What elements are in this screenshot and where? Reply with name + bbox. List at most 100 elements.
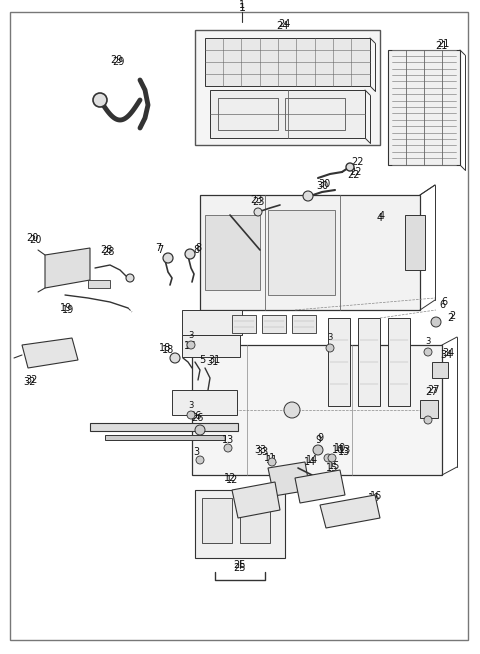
Text: 34: 34 [440,350,452,360]
Text: 5: 5 [197,350,203,360]
Circle shape [268,458,276,466]
Text: 25: 25 [234,563,246,573]
Bar [210,90,365,138]
Text: 19: 19 [62,305,74,315]
Circle shape [324,454,332,462]
Text: 12: 12 [224,473,236,483]
Text: 5: 5 [199,355,205,365]
Text: 4: 4 [379,211,385,221]
Bar [358,318,380,406]
Text: 30: 30 [316,181,328,191]
Polygon shape [320,495,380,528]
Text: 12: 12 [226,475,238,485]
Text: 13: 13 [338,447,350,457]
Bar [195,30,380,145]
Text: 17: 17 [182,343,194,353]
Text: 7: 7 [157,245,163,255]
Circle shape [431,317,441,327]
Text: 33: 33 [254,445,266,455]
Text: 19: 19 [60,303,72,313]
Text: 24: 24 [276,21,288,31]
Text: 18: 18 [159,343,171,353]
Text: 3: 3 [188,330,194,339]
Text: 33: 33 [256,447,268,457]
Text: 1: 1 [239,3,245,13]
Circle shape [187,341,195,349]
Text: 28: 28 [102,247,114,257]
Text: 9: 9 [317,433,323,443]
Polygon shape [268,210,335,295]
Circle shape [284,402,300,418]
Text: 31: 31 [208,355,220,365]
Text: 3: 3 [193,447,199,457]
Text: 22: 22 [352,157,364,167]
Circle shape [224,444,232,452]
Bar [262,315,286,333]
Bar [240,498,270,543]
Text: 21: 21 [437,39,449,49]
Text: 8: 8 [193,245,199,255]
Text: 15: 15 [326,463,338,473]
Polygon shape [45,248,90,288]
Circle shape [185,249,195,259]
Text: 11: 11 [264,453,276,463]
Bar [285,98,345,130]
Bar [200,195,420,310]
Bar [432,362,448,378]
Text: 3: 3 [188,400,194,409]
Text: 9: 9 [315,435,321,445]
Bar [172,390,237,415]
Text: 4: 4 [377,213,383,223]
Text: 16: 16 [370,491,382,501]
Text: 26: 26 [191,413,203,423]
Bar [202,498,232,543]
Bar [192,345,442,475]
Text: 32: 32 [24,377,36,387]
Text: 23: 23 [250,195,262,205]
Text: 3: 3 [425,405,431,415]
Circle shape [346,163,354,171]
Bar [388,50,460,165]
Polygon shape [268,462,310,496]
Circle shape [424,416,432,424]
Text: 15: 15 [328,461,340,471]
Bar [420,400,438,418]
Text: 22: 22 [350,167,362,177]
Bar [88,280,110,288]
Text: 14: 14 [304,457,316,467]
Text: 30: 30 [318,179,330,189]
Circle shape [195,425,205,435]
Circle shape [196,456,204,464]
Text: 18: 18 [162,345,174,355]
Text: 10: 10 [332,445,344,455]
Circle shape [163,253,173,263]
Circle shape [303,191,313,201]
Text: 23: 23 [252,197,264,207]
Text: 14: 14 [306,455,318,465]
Text: 29: 29 [112,57,124,67]
Text: 6: 6 [441,297,447,307]
Polygon shape [22,338,78,368]
Text: 3: 3 [425,337,431,347]
Text: 8: 8 [195,243,201,253]
Text: 27: 27 [428,385,440,395]
Text: 20: 20 [29,235,41,245]
Circle shape [313,445,323,455]
Bar [90,423,238,431]
Text: 32: 32 [26,375,38,385]
Text: 2: 2 [447,313,453,323]
Circle shape [126,274,134,282]
Bar [205,38,370,86]
Polygon shape [205,215,260,290]
Bar [232,315,256,333]
Text: 29: 29 [110,55,122,65]
Circle shape [93,93,107,107]
Text: 34: 34 [442,348,454,358]
Text: 24: 24 [278,19,290,29]
Text: 1: 1 [239,0,245,10]
Text: 26: 26 [189,411,201,421]
Text: 17: 17 [184,341,196,351]
Bar [105,435,225,440]
Text: 25: 25 [234,560,246,570]
Text: 10: 10 [334,443,346,453]
